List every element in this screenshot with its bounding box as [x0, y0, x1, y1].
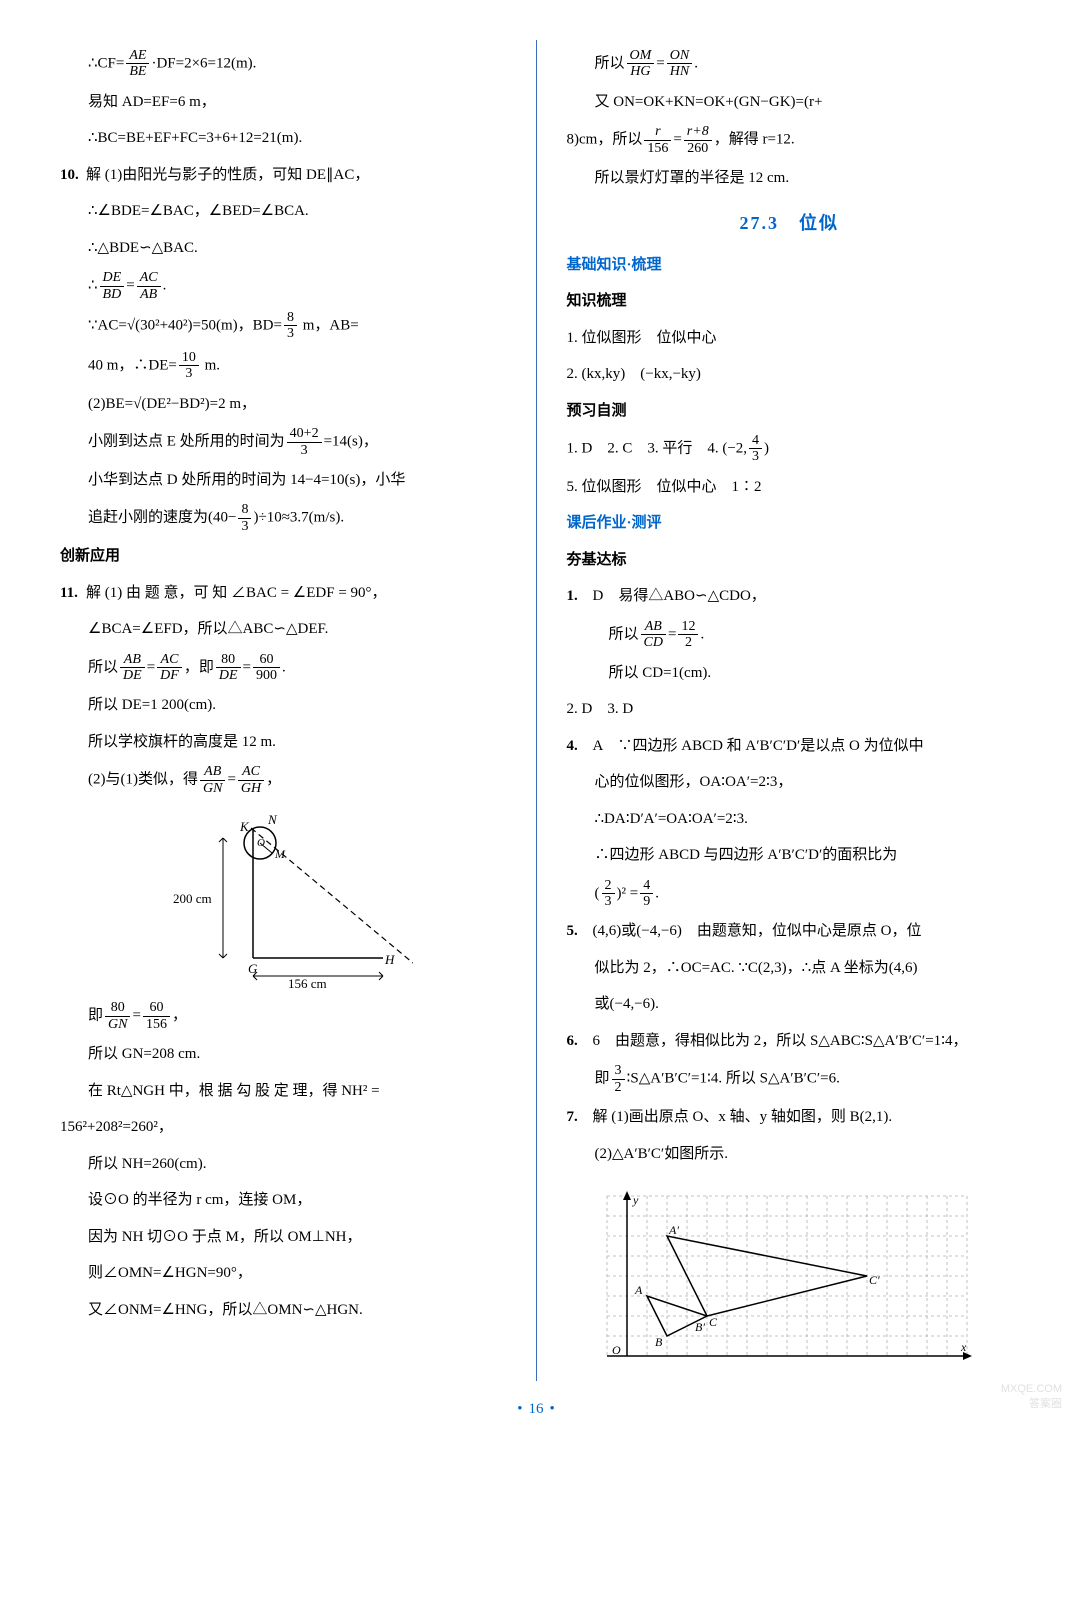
svg-text:N: N: [267, 812, 278, 827]
text-line: ∴DA∶D′A′=OA∶OA′=2∶3.: [567, 805, 1013, 834]
text-line: 11.解 (1) 由 题 意，可 知 ∠BAC = ∠EDF = 90°，: [60, 579, 506, 608]
text-line: (2)△A′B′C′如图所示.: [567, 1140, 1013, 1169]
text-line: ∠BCA=∠EFD，所以△ABC∽△DEF.: [60, 615, 506, 644]
text-line: ∴△BDE∽△BAC.: [60, 234, 506, 263]
text-line: 10.解 (1)由阳光与影子的性质，可知 DE∥AC，: [60, 161, 506, 190]
text-line: 小华到达点 D 处所用的时间为 14−4=10(s)，小华: [60, 466, 506, 495]
section-title: 27.3 位似: [567, 209, 1013, 235]
svg-text:x: x: [960, 1340, 967, 1354]
text-line: 在 Rt△NGH 中，根 据 勾 股 定 理，得 NH² =: [60, 1077, 506, 1106]
text-line: 所以 DE=1 200(cm).: [60, 691, 506, 720]
text-line: (23)² =49.: [567, 878, 1013, 910]
watermark: MXQE.COM: [1001, 1383, 1062, 1395]
text-line: ∴DEBD=ACAB.: [60, 270, 506, 302]
subsection-heading: 创新应用: [60, 542, 506, 571]
text-line: 似比为 2，∴OC=AC. ∵C(2,3)，∴点 A 坐标为(4,6): [567, 954, 1013, 983]
text-line: 4.A ∵四边形 ABCD 和 A′B′C′D′是以点 O 为位似中: [567, 732, 1013, 761]
text-line: 心的位似图形，OA∶OA′=2∶3，: [567, 768, 1013, 797]
page-number: •16•: [60, 1401, 1012, 1418]
text-line: 设⊙O 的半径为 r cm，连接 OM，: [60, 1186, 506, 1215]
text-line: 即32∶S△A′B′C′=1∶4. 所以 S△A′B′C′=6.: [567, 1063, 1013, 1095]
subsection-heading: 夯基达标: [567, 546, 1013, 575]
left-column: ∴CF=AEBE·DF=2×6=12(m). 易知 AD=EF=6 m， ∴BC…: [60, 40, 506, 1381]
svg-text:C′: C′: [869, 1273, 880, 1287]
text-line: 追赶小刚的速度为(40−83)÷10≈3.7(m/s).: [60, 502, 506, 534]
text-line: 又 ON=OK+KN=OK+(GN−GK)=(r+: [567, 88, 1013, 117]
svg-text:y: y: [632, 1193, 639, 1207]
text-line: (2)BE=√(DE²−BD²)=2 m，: [60, 390, 506, 419]
text-line: 156²+208²=260²，: [60, 1113, 506, 1142]
text-line: 或(−4,−6).: [567, 990, 1013, 1019]
text-line: 易知 AD=EF=6 m，: [60, 88, 506, 117]
text-line: 1.D 易得△ABO∽△CDO，: [567, 582, 1013, 611]
column-divider: [536, 40, 537, 1381]
text-line: (2)与(1)类似，得ABGN=ACGH，: [60, 764, 506, 796]
text-line: 1. D 2. C 3. 平行 4. (−2,43): [567, 433, 1013, 465]
text-line: 2. (kx,ky) (−kx,−ky): [567, 360, 1013, 389]
text-line: ∵AC=√(30²+40²)=50(m)，BD=83 m，AB=: [60, 310, 506, 342]
svg-text:B: B: [655, 1335, 663, 1349]
svg-text:C: C: [709, 1315, 718, 1329]
text-line: ∴CF=AEBE·DF=2×6=12(m).: [60, 48, 506, 80]
subsection-heading: 基础知识·梳理: [567, 251, 1013, 280]
svg-text:156 cm: 156 cm: [288, 976, 327, 988]
text-line: 所以 NH=260(cm).: [60, 1150, 506, 1179]
svg-text:B′: B′: [695, 1320, 705, 1334]
text-line: ∴四边形 ABCD 与四边形 A′B′C′D′的面积比为: [567, 841, 1013, 870]
text-line: 40 m，∴DE=103 m.: [60, 350, 506, 382]
text-line: 所以 CD=1(cm).: [567, 659, 1013, 688]
svg-text:200 cm: 200 cm: [173, 891, 212, 906]
svg-text:O: O: [612, 1343, 621, 1357]
text-line: 即80GN=60156，: [60, 1000, 506, 1032]
text-line: 又∠ONM=∠HNG，所以△OMN∽△HGN.: [60, 1296, 506, 1325]
text-line: 所以景灯灯罩的半径是 12 cm.: [567, 164, 1013, 193]
text-line: 5. 位似图形 位似中心 1∶2: [567, 473, 1013, 502]
text-line: 因为 NH 切⊙O 于点 M，所以 OM⊥NH，: [60, 1223, 506, 1252]
subsection-heading: 课后作业·测评: [567, 509, 1013, 538]
text-line: 6.6 由题意，得相似比为 2，所以 S△ABC∶S△A′B′C′=1∶4，: [567, 1027, 1013, 1056]
text-line: 所以学校旗杆的高度是 12 m.: [60, 728, 506, 757]
text-line: 所以OMHG=ONHN.: [567, 48, 1013, 80]
text-line: 则∠OMN=∠HGN=90°，: [60, 1259, 506, 1288]
text-line: 所以ABCD=122.: [567, 619, 1013, 651]
subsection-heading: 知识梳理: [567, 287, 1013, 316]
text-line: 所以 GN=208 cm.: [60, 1040, 506, 1069]
svg-text:M: M: [274, 847, 286, 861]
text-line: 2. D 3. D: [567, 695, 1013, 724]
svg-text:H: H: [384, 952, 395, 967]
subsection-heading: 预习自测: [567, 397, 1013, 426]
watermark: 答案圈: [1029, 1395, 1062, 1411]
svg-text:A′: A′: [668, 1223, 679, 1237]
svg-text:K: K: [239, 819, 250, 834]
coordinate-grid-diagram: O x y A B C A′ B′ C′: [597, 1186, 977, 1366]
text-line: 7.解 (1)画出原点 O、x 轴、y 轴如图，则 B(2,1).: [567, 1103, 1013, 1132]
svg-text:A: A: [634, 1283, 643, 1297]
right-column: 所以OMHG=ONHN. 又 ON=OK+KN=OK+(GN−GK)=(r+ 8…: [567, 40, 1013, 1381]
text-line: ∴BC=BE+EF+FC=3+6+12=21(m).: [60, 124, 506, 153]
text-line: 8)cm，所以r156=r+8260，解得 r=12.: [567, 124, 1013, 156]
text-line: ∴∠BDE=∠BAC，∠BED=∠BCA.: [60, 197, 506, 226]
text-line: 5.(4,6)或(−4,−6) 由题意知，位似中心是原点 O，位: [567, 917, 1013, 946]
text-line: 小刚到达点 E 处所用的时间为40+23=14(s)，: [60, 426, 506, 458]
text-line: 所以ABDE=ACDF，即80DE=60900.: [60, 652, 506, 684]
svg-text:G: G: [248, 961, 258, 976]
text-line: 1. 位似图形 位似中心: [567, 324, 1013, 353]
svg-text:O: O: [257, 837, 265, 849]
geometry-diagram: K N O M G H 200 cm 156 cm: [153, 808, 413, 988]
